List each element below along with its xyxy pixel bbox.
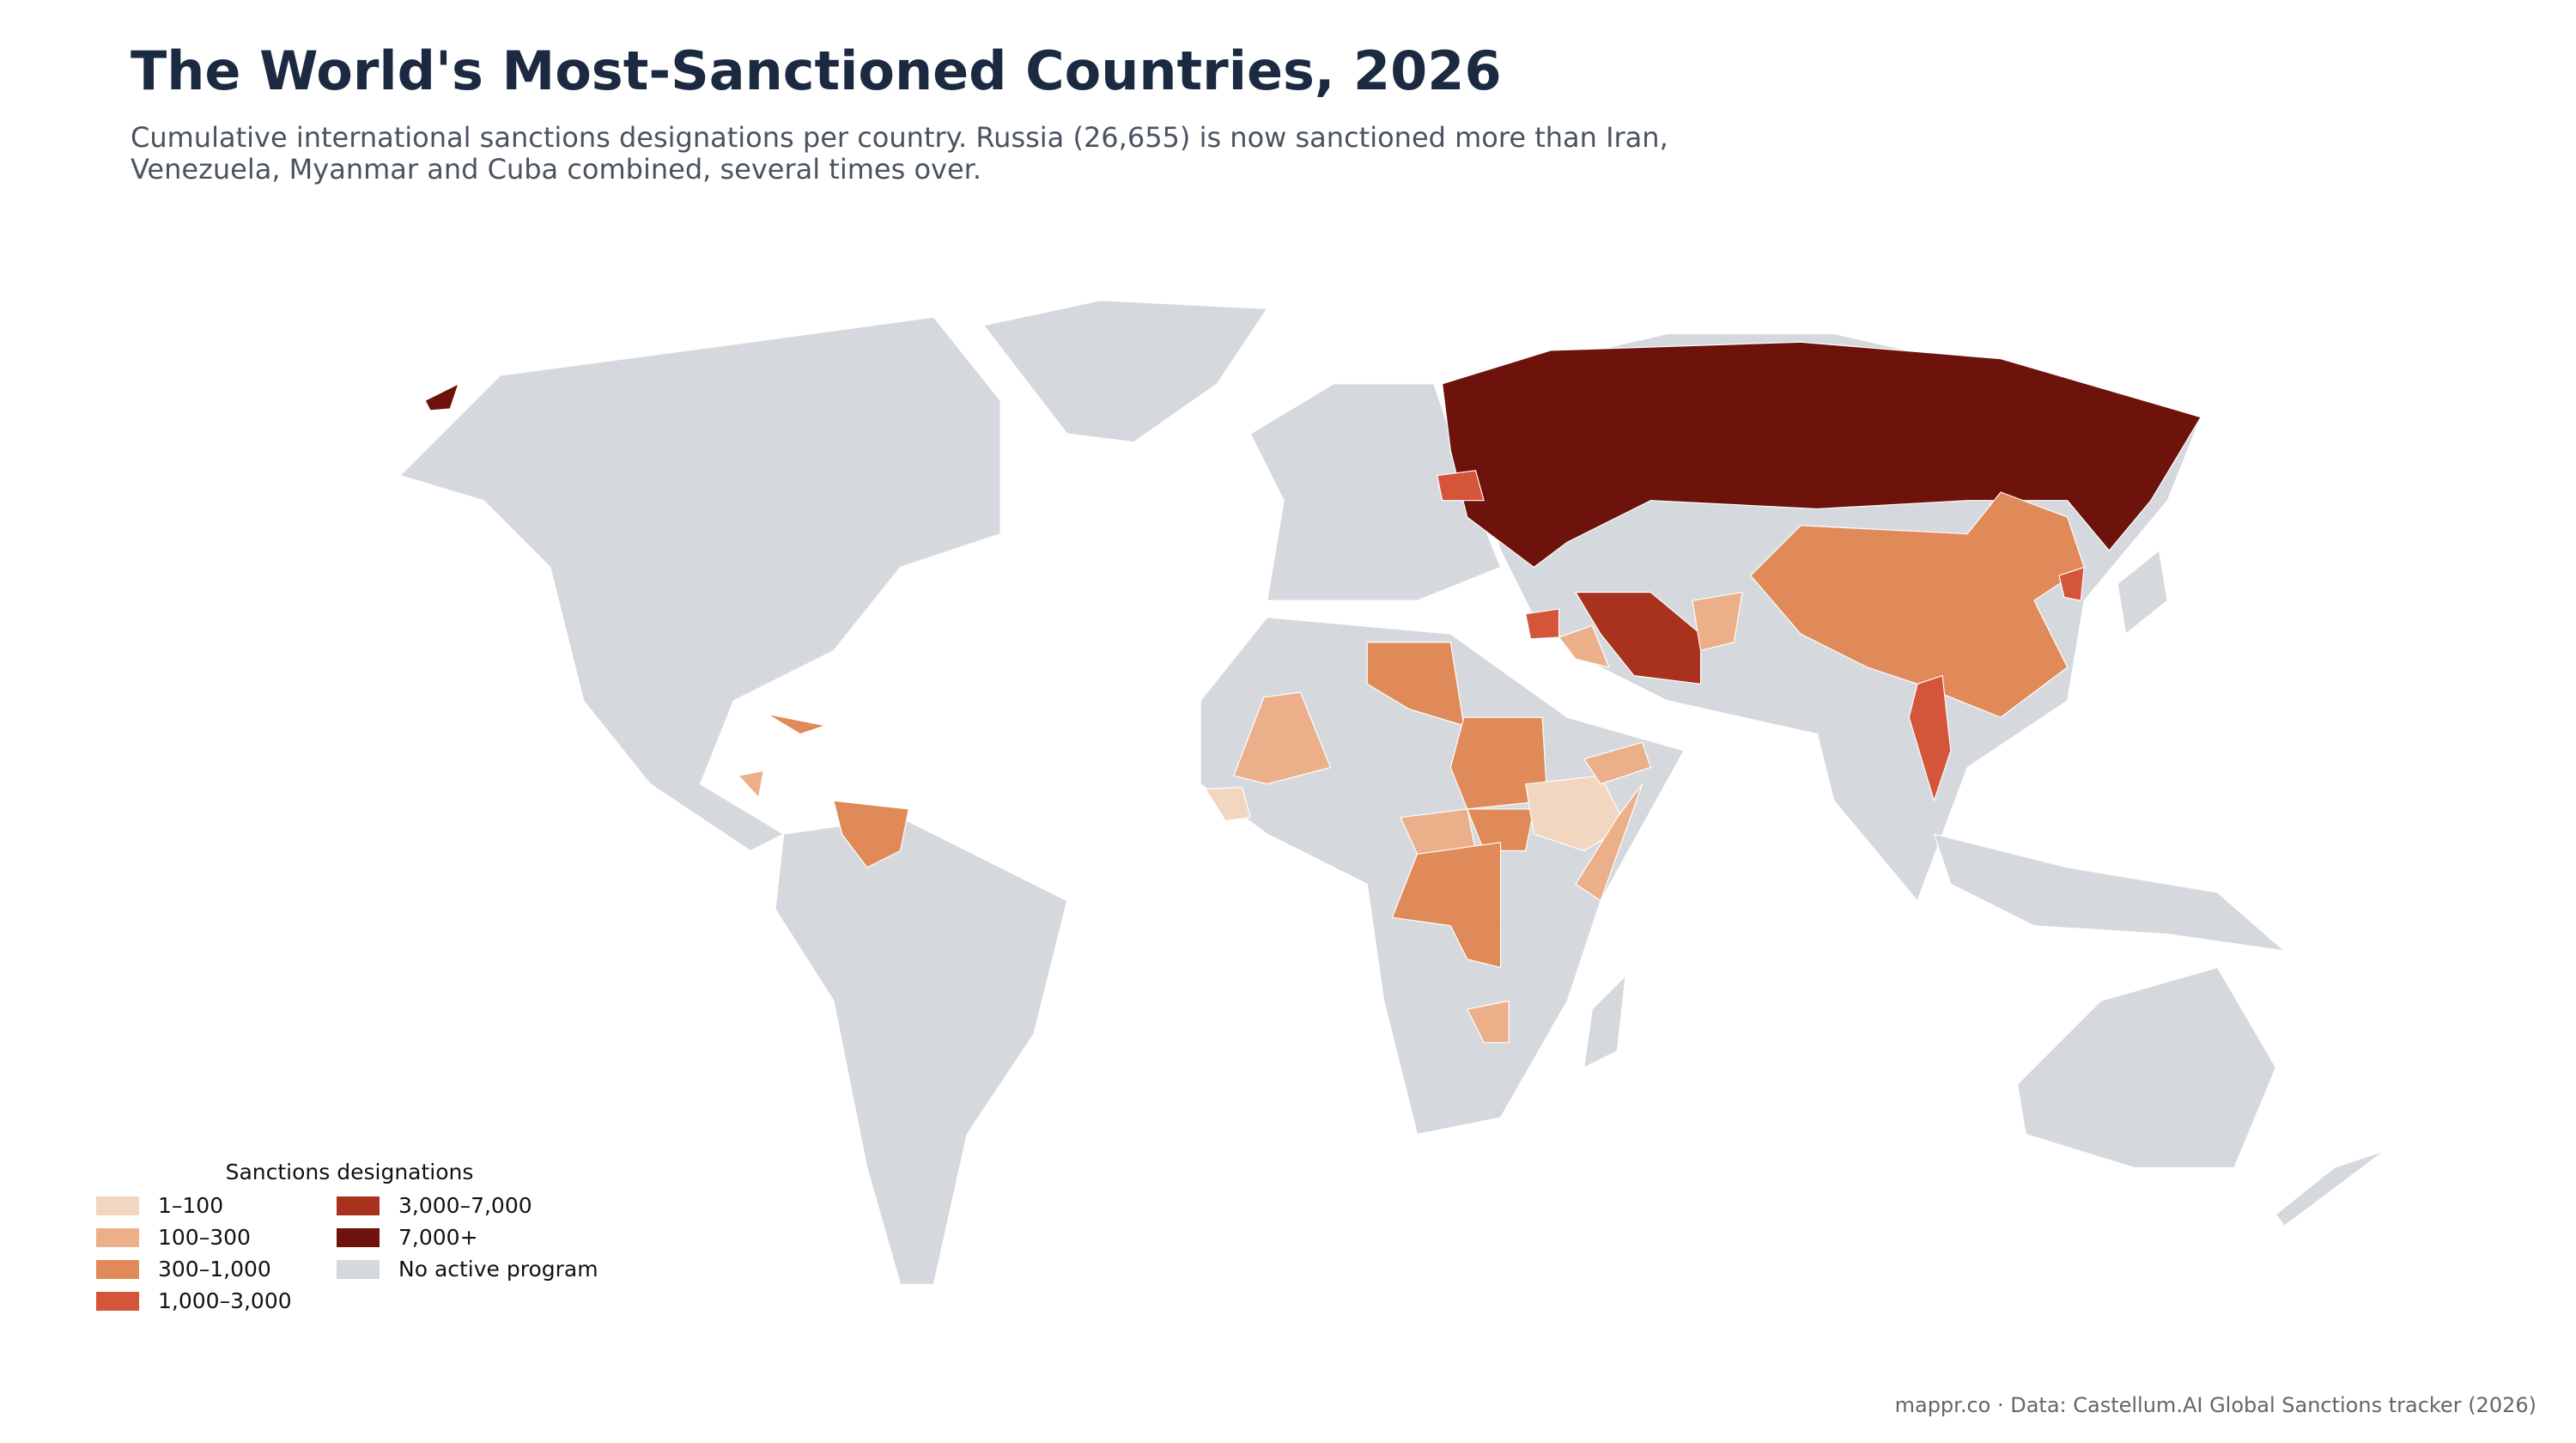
legend-item: 1,000–3,000 (96, 1285, 337, 1317)
nicaragua (738, 770, 764, 798)
legend-item: 300–1,000 (96, 1253, 337, 1285)
madagascar (1583, 975, 1626, 1069)
sanctioned-countries (424, 341, 2202, 1044)
venezuela (833, 800, 909, 868)
legend-label: 7,000+ (398, 1225, 478, 1250)
legend-label: 300–1,000 (158, 1257, 271, 1282)
title: The World's Most-Sanctioned Countries, 2… (131, 40, 1502, 102)
legend-label: No active program (398, 1257, 598, 1282)
legend-swatch (337, 1227, 380, 1247)
legend-label: 3,000–7,000 (398, 1193, 532, 1218)
legend-swatch (337, 1259, 380, 1279)
legend-swatch (337, 1196, 380, 1215)
north-america (399, 316, 1001, 852)
yemen (1583, 741, 1651, 785)
zimbabwe (1467, 1000, 1510, 1044)
europe (1249, 383, 1502, 601)
legend-items: 1–100 100–300 300–1,000 1,000–3,000 3,000–7,… (96, 1190, 611, 1317)
belarus (1437, 470, 1485, 502)
source: mappr.co · Data: Castellum.AI Global San… (1894, 1393, 2537, 1417)
iraq (1558, 624, 1610, 668)
legend-swatch (96, 1196, 139, 1215)
legend-title: Sanctions designations (225, 1160, 474, 1184)
afghanistan (1692, 591, 1743, 652)
legend-item: No active program (337, 1253, 611, 1285)
southeast-asia-islands (1933, 833, 2285, 952)
legend-swatch (96, 1259, 139, 1279)
guinea-liberia (1205, 787, 1251, 822)
myanmar (1908, 675, 1952, 801)
legend-item: 3,000–7,000 (337, 1190, 611, 1221)
australia (2016, 966, 2277, 1169)
south-america (775, 817, 1068, 1285)
subtitle: Cumulative international sanctions desig… (131, 121, 1668, 186)
legend-swatch (96, 1291, 139, 1311)
legend: Sanctions designations 1–100 100–300 300–1… (96, 1160, 611, 1317)
new-zealand (2275, 1150, 2385, 1227)
legend-item: 1–100 (96, 1190, 337, 1221)
iran (1575, 591, 1702, 685)
legend-item: 100–300 (96, 1221, 337, 1253)
somalia (1575, 783, 1643, 902)
libya (1366, 642, 1465, 727)
russia-east-tip (424, 383, 459, 411)
japan (2117, 550, 2168, 635)
south-sudan (1467, 808, 1534, 852)
mali (1233, 691, 1332, 785)
legend-label: 1,000–3,000 (158, 1288, 292, 1313)
legend-label: 100–300 (158, 1225, 251, 1250)
legend-swatch (96, 1227, 139, 1247)
legend-item: 7,000+ (337, 1221, 611, 1253)
north-korea (2058, 566, 2085, 601)
cuba (766, 713, 826, 735)
greenland (983, 300, 1268, 443)
dr-congo (1391, 842, 1502, 968)
syria (1525, 608, 1560, 640)
sudan (1449, 716, 1548, 810)
china (1750, 491, 2085, 718)
legend-label: 1–100 (158, 1193, 224, 1218)
